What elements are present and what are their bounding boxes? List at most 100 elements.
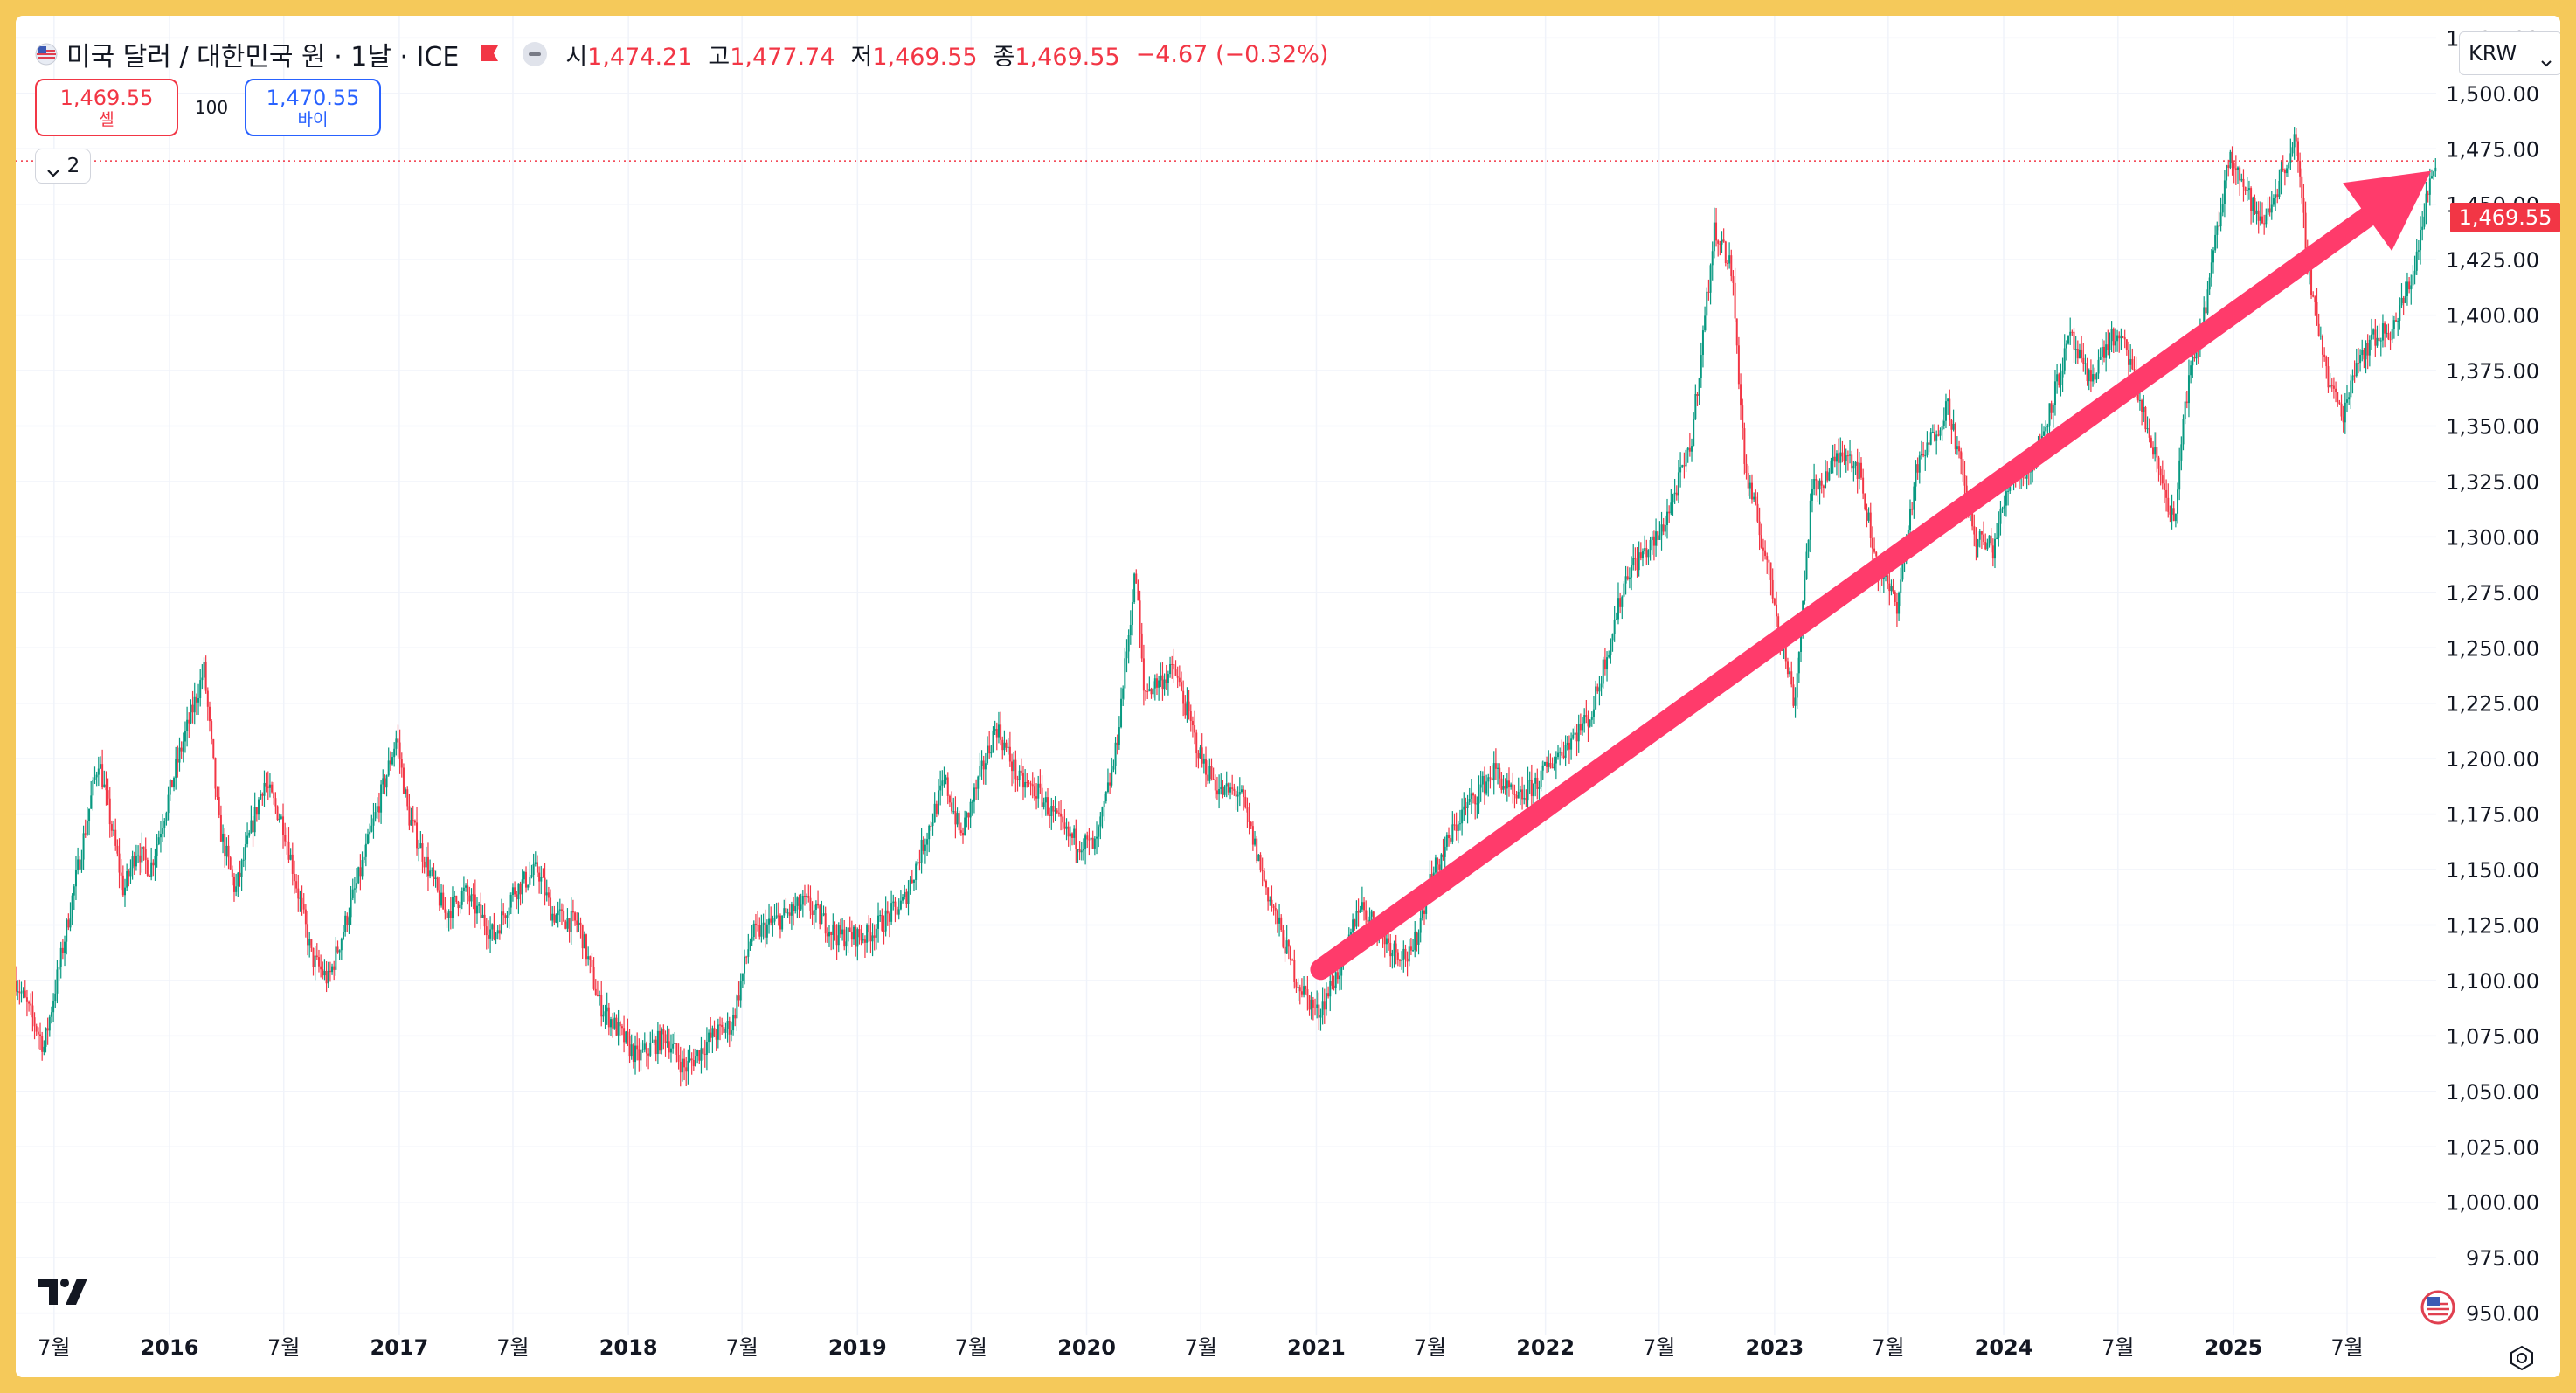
candle-body bbox=[1325, 993, 1327, 1010]
tradingview-logo[interactable] bbox=[37, 1276, 93, 1307]
candle-body bbox=[801, 895, 804, 905]
candle-body bbox=[35, 1026, 38, 1032]
candle-body bbox=[532, 863, 535, 876]
flag-marker-icon[interactable] bbox=[478, 44, 501, 65]
candle-body bbox=[1391, 953, 1394, 957]
candle-body bbox=[2310, 265, 2313, 295]
candle-body bbox=[627, 1031, 629, 1037]
candle-body bbox=[1639, 552, 1642, 558]
candle-body bbox=[1949, 398, 1951, 421]
candle-body bbox=[2412, 274, 2414, 286]
candle-body bbox=[2148, 428, 2150, 438]
candle-body bbox=[1991, 545, 1994, 559]
candle-body bbox=[1582, 723, 1584, 731]
y-tick-label: 1,025.00 bbox=[2446, 1135, 2539, 1160]
candle-body bbox=[1001, 739, 1004, 751]
candle-body bbox=[1416, 932, 1418, 945]
candle-body bbox=[380, 784, 383, 813]
candle-body bbox=[800, 904, 802, 910]
candle-body bbox=[1502, 786, 1505, 790]
settings-button[interactable] bbox=[2504, 1341, 2539, 1376]
candle-body bbox=[276, 806, 279, 821]
market-status-icon[interactable] bbox=[522, 41, 548, 67]
candle-body bbox=[1513, 794, 1516, 796]
currency-select[interactable]: KRW bbox=[2459, 31, 2560, 75]
candle-body bbox=[2221, 204, 2224, 213]
candle-body bbox=[2141, 399, 2143, 412]
candle-body bbox=[116, 845, 119, 854]
candle-body bbox=[1112, 766, 1115, 770]
candle-body bbox=[163, 821, 166, 828]
candle-body bbox=[1355, 911, 1358, 927]
candle-body bbox=[796, 897, 799, 906]
candle-body bbox=[1608, 655, 1610, 658]
candle-body bbox=[1651, 536, 1653, 541]
candle-body bbox=[1719, 243, 1721, 245]
candle-body bbox=[1866, 509, 1868, 521]
candle-body bbox=[59, 947, 62, 967]
x-tick-label: 7월 bbox=[1414, 1335, 1446, 1360]
candle-body bbox=[2276, 194, 2279, 197]
candle-body bbox=[491, 924, 494, 930]
candle-body bbox=[1596, 686, 1599, 692]
flag-icon[interactable] bbox=[35, 43, 58, 66]
candle-body bbox=[1007, 746, 1009, 748]
chart-canvas[interactable]: 950.00 975.00 1,000.00 1,025.00 1,050.00 1,07… bbox=[16, 16, 2560, 1377]
candle-body bbox=[322, 969, 324, 976]
candle-body bbox=[863, 939, 866, 943]
candle-body bbox=[1920, 454, 1922, 456]
candle-body bbox=[346, 915, 349, 925]
candle-body bbox=[1913, 486, 1915, 510]
candle-body bbox=[1792, 684, 1795, 706]
candle-body bbox=[465, 885, 467, 888]
candle-body bbox=[1440, 854, 1443, 870]
candle-body bbox=[2146, 428, 2149, 430]
candle-body bbox=[1205, 759, 1208, 775]
candle-body bbox=[1606, 657, 1609, 670]
candle-body bbox=[1952, 423, 1955, 430]
candle-body bbox=[599, 994, 601, 996]
candle-body bbox=[924, 844, 926, 851]
candle-body bbox=[24, 990, 26, 998]
candle-body bbox=[636, 1045, 639, 1050]
candle-body bbox=[994, 729, 996, 731]
indicators-toggle-button[interactable]: 2 bbox=[35, 149, 91, 184]
candle-body bbox=[101, 764, 104, 787]
candle-body bbox=[1116, 742, 1118, 745]
candle-body bbox=[1737, 345, 1740, 385]
sell-button[interactable]: 1,469.55 셀 bbox=[35, 79, 178, 136]
candle-body bbox=[1442, 854, 1444, 857]
candle-body bbox=[2048, 403, 2051, 426]
trend-arrow-shaft bbox=[1310, 206, 2379, 981]
candle-body bbox=[2363, 350, 2365, 360]
currency-flag-icon[interactable] bbox=[2420, 1290, 2455, 1325]
candle-body bbox=[687, 1060, 689, 1072]
candle-body bbox=[2005, 491, 2007, 506]
candle-body bbox=[956, 813, 959, 825]
symbol-title[interactable]: 미국 달러 / 대한민국 원 · 1날 · ICE bbox=[66, 42, 460, 73]
candle-body bbox=[252, 820, 254, 833]
candle-body bbox=[747, 949, 750, 957]
candle-body bbox=[1786, 661, 1789, 675]
candle-body bbox=[566, 918, 569, 929]
candle-body bbox=[1797, 651, 1800, 674]
y-tick-label: 1,250.00 bbox=[2446, 636, 2539, 661]
candle-body bbox=[689, 1058, 691, 1061]
candle-body bbox=[1688, 447, 1691, 452]
buy-button[interactable]: 1,470.55 바이 bbox=[245, 79, 381, 136]
candle-body bbox=[2231, 151, 2233, 164]
candle-body bbox=[2270, 204, 2273, 213]
candle-body bbox=[391, 757, 394, 765]
candle-body bbox=[834, 924, 836, 936]
candle-body bbox=[1954, 423, 1956, 450]
candle-body bbox=[1285, 940, 1288, 954]
candle-body bbox=[679, 1061, 682, 1073]
candle-body bbox=[1218, 789, 1221, 795]
candle-body bbox=[1623, 583, 1625, 597]
candle-body bbox=[1240, 789, 1243, 793]
candle-body bbox=[928, 825, 931, 840]
candle-body bbox=[162, 828, 164, 834]
candle-body bbox=[578, 922, 580, 925]
candle-body bbox=[110, 824, 113, 831]
candle-body bbox=[336, 946, 339, 953]
